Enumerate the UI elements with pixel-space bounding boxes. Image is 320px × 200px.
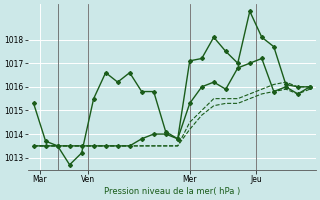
- X-axis label: Pression niveau de la mer( hPa ): Pression niveau de la mer( hPa ): [104, 187, 240, 196]
